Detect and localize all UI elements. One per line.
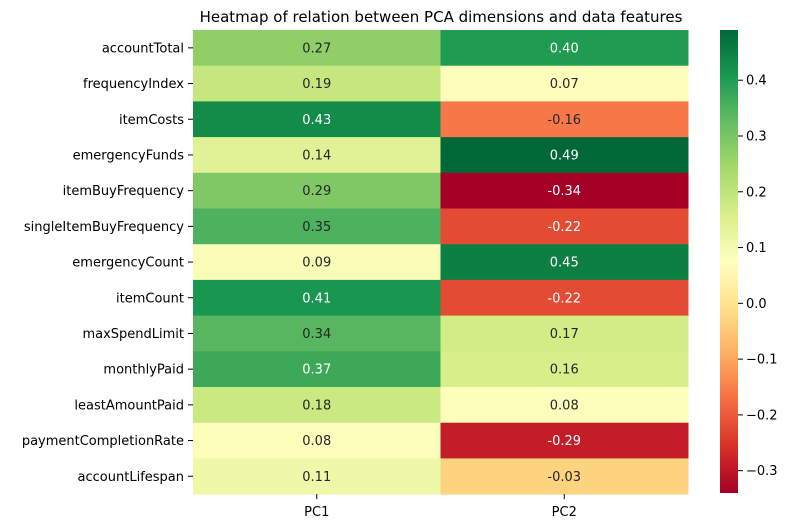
cell-value-label: 0.45 xyxy=(550,256,579,271)
cell-value-label: 0.41 xyxy=(302,291,331,306)
cell-value-label: -0.03 xyxy=(547,470,581,485)
heatmap-cell xyxy=(193,244,441,281)
heatmap-cell xyxy=(440,65,689,102)
cell-value-label: 0.49 xyxy=(550,148,579,163)
cell-value-label: 0.40 xyxy=(550,41,579,56)
heatmap-cell xyxy=(440,244,689,281)
cell-value-label: 0.34 xyxy=(302,327,331,342)
cell-value-label: -0.22 xyxy=(547,291,581,306)
row-tick-label: accountTotal xyxy=(102,41,184,56)
heatmap-cell xyxy=(440,137,689,174)
cell-value-label: -0.16 xyxy=(547,113,581,128)
heatmap-cell xyxy=(440,279,689,317)
row-tick-label: itemBuyFrequency xyxy=(63,184,185,199)
heatmap-cell xyxy=(193,30,441,67)
heatmap-cell xyxy=(440,387,689,424)
colorbar-tick-label: 0.1 xyxy=(746,241,767,256)
heatmap-cell xyxy=(440,30,689,67)
heatmap-cell xyxy=(193,65,441,102)
row-tick-label: accountLifespan xyxy=(78,470,184,485)
heatmap-cell xyxy=(440,101,689,138)
column-tick-label: PC2 xyxy=(552,505,577,520)
row-tick-label: emergencyFunds xyxy=(73,148,185,163)
heatmap-cell xyxy=(193,422,441,459)
heatmap-cell xyxy=(440,315,689,352)
column-tick-label: PC1 xyxy=(304,505,329,520)
cell-value-label: 0.27 xyxy=(302,41,331,56)
cell-value-label: 0.08 xyxy=(302,434,331,449)
colorbar-tick-label: 0.2 xyxy=(746,185,767,200)
cell-value-label: 0.37 xyxy=(302,363,331,378)
heatmap-cell xyxy=(440,458,689,495)
heatmap-cell xyxy=(193,208,441,245)
row-tick-label: maxSpendLimit xyxy=(82,327,184,342)
cell-value-label: 0.07 xyxy=(550,77,579,92)
colorbar-tick-label: −0.2 xyxy=(746,408,778,423)
row-tick-label: paymentCompletionRate xyxy=(22,434,184,449)
cell-value-label: 0.09 xyxy=(302,256,331,271)
heatmap-cell xyxy=(440,351,689,388)
row-tick-label: emergencyCount xyxy=(72,256,184,271)
colorbar-tick-label: 0.3 xyxy=(746,129,767,144)
row-tick-label: leastAmountPaid xyxy=(74,398,184,413)
colorbar-tick-label: −0.3 xyxy=(746,464,778,479)
row-labels: accountTotal frequencyIndex itemCosts emerg… xyxy=(22,41,193,485)
chart-title: Heatmap of relation between PCA dimensio… xyxy=(200,8,683,26)
heatmap-cell xyxy=(440,422,689,459)
heatmap-cell xyxy=(193,315,441,352)
cell-value-label: 0.14 xyxy=(302,148,331,163)
cell-value-label: 0.18 xyxy=(302,398,331,413)
cell-value-label: 0.17 xyxy=(550,327,579,342)
cell-value-label: 0.11 xyxy=(302,470,331,485)
colorbar: −0.3 −0.2 −0.1 0.0 0.1 0.2 0.3 0.4 xyxy=(720,30,778,493)
heatmap-cell xyxy=(193,351,441,388)
heatmap-cells: 0.27 0.40 0.19 0.07 0.43 -0.16 0.14 0.49 0.29 -0.… xyxy=(193,30,689,495)
colorbar-tick-label: −0.1 xyxy=(746,353,778,368)
column-labels: PC1 PC2 xyxy=(304,494,577,520)
colorbar-tick-label: 0.0 xyxy=(746,297,767,312)
heatmap-cell xyxy=(440,208,689,245)
cell-value-label: 0.29 xyxy=(302,184,331,199)
cell-value-label: 0.35 xyxy=(302,220,331,235)
cell-value-label: -0.29 xyxy=(547,434,581,449)
cell-value-label: -0.34 xyxy=(547,184,581,199)
heatmap-cell xyxy=(193,279,441,317)
cell-value-label: 0.16 xyxy=(550,363,579,378)
row-tick-label: monthlyPaid xyxy=(103,363,184,378)
colorbar-tick-label: 0.4 xyxy=(746,74,767,89)
cell-value-label: 0.43 xyxy=(302,113,331,128)
heatmap-cell xyxy=(193,458,441,495)
heatmap-cell xyxy=(193,387,441,424)
heatmap-cell xyxy=(193,137,441,174)
row-tick-label: frequencyIndex xyxy=(83,77,184,92)
cell-value-label: 0.08 xyxy=(550,398,579,413)
heatmap-cell xyxy=(440,172,689,209)
heatmap-cell xyxy=(193,172,441,209)
heatmap-cell xyxy=(193,101,441,138)
cell-value-label: -0.22 xyxy=(547,220,581,235)
cell-value-label: 0.19 xyxy=(302,77,331,92)
row-tick-label: itemCount xyxy=(116,291,184,306)
row-tick-label: singleItemBuyFrequency xyxy=(24,220,184,235)
colorbar-gradient xyxy=(720,30,738,493)
row-tick-label: itemCosts xyxy=(119,113,184,128)
